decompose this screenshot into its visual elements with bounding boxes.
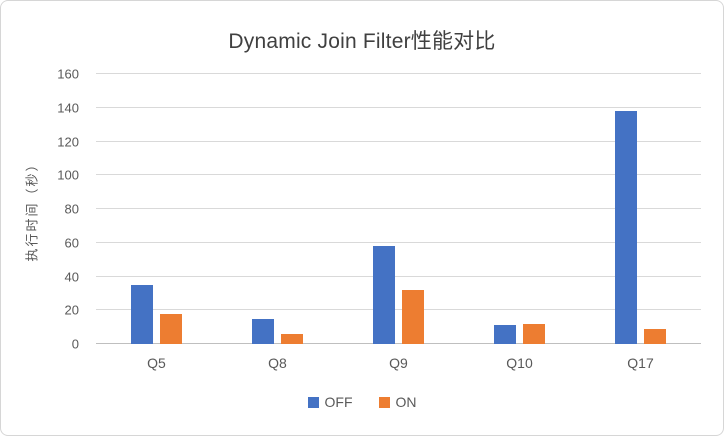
bar-on-q17 <box>644 328 666 344</box>
bar-off-q10 <box>494 325 516 344</box>
bar-group-q5 <box>96 74 217 344</box>
y-tick-label-160: 160 <box>57 66 79 82</box>
bar-off-q5 <box>131 284 153 344</box>
gridline <box>96 174 701 176</box>
gridline <box>96 275 701 277</box>
y-tick-label-20: 20 <box>64 302 79 318</box>
bar-group-q9 <box>338 74 459 344</box>
y-tick-label-40: 40 <box>64 269 79 284</box>
y-tick-label-80: 80 <box>64 201 79 217</box>
x-tick-label-q9: Q9 <box>389 355 408 371</box>
gridline <box>96 106 701 108</box>
y-tick-label-0: 0 <box>71 336 79 352</box>
bar-off-q9 <box>373 246 395 344</box>
plot-area <box>96 73 701 344</box>
y-axis-ticks: 0 20 40 60 80 100 120 140 160 <box>1 68 87 351</box>
bar-on-q9 <box>402 290 424 344</box>
bar-groups <box>96 74 701 344</box>
bar-group-q10 <box>459 74 580 344</box>
x-tick-label-q10: Q10 <box>506 355 533 371</box>
x-tick-label-q8: Q8 <box>268 355 287 371</box>
bar-on-q5 <box>160 313 182 344</box>
y-tick-label-100: 100 <box>57 167 79 183</box>
bar-on-q8 <box>281 333 303 344</box>
bar-off-q17 <box>615 111 637 344</box>
legend-label-off: OFF <box>324 394 353 410</box>
gridline <box>96 140 701 142</box>
y-tick-label-120: 120 <box>57 134 79 149</box>
bar-off-q8 <box>252 318 274 344</box>
legend-item-off: OFF <box>307 394 353 410</box>
y-tick-label-140: 140 <box>57 100 79 116</box>
chart-title: Dynamic Join Filter性能对比 <box>228 30 496 53</box>
x-axis-line <box>96 343 701 344</box>
gridlines <box>96 73 701 344</box>
legend-swatch-off <box>307 396 319 408</box>
gridline <box>96 241 701 243</box>
x-axis-labels: Q5 Q8 Q9 Q10 Q17 <box>96 355 701 371</box>
y-tick-label-60: 60 <box>64 235 79 251</box>
x-tick-label-q17: Q17 <box>627 355 654 371</box>
legend-label-on: ON <box>395 394 417 410</box>
legend-swatch-on <box>378 396 390 408</box>
gridline <box>96 73 701 74</box>
gridline <box>96 208 701 209</box>
legend-item-on: ON <box>378 394 417 410</box>
x-tick-label-q5: Q5 <box>147 355 166 371</box>
bar-on-q10 <box>523 323 545 344</box>
bar-group-q17 <box>580 74 701 344</box>
bar-group-q8 <box>217 74 338 344</box>
gridline <box>96 309 701 311</box>
legend: OFF ON <box>1 394 723 410</box>
